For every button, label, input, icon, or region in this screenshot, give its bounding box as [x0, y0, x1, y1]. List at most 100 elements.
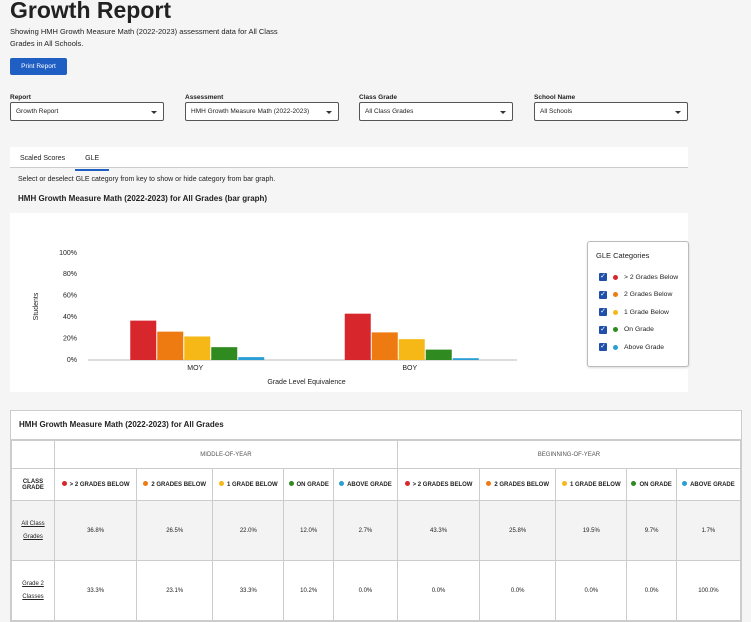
category-dot	[561, 481, 567, 486]
column-label: 1 GRADE BELOW	[227, 482, 278, 488]
bar	[371, 332, 398, 360]
column-header: ON GRADE	[283, 468, 334, 501]
dropdown[interactable]: Growth Report	[10, 102, 164, 121]
print-button[interactable]: Print Report	[10, 58, 67, 75]
table-cell	[11, 440, 55, 469]
legend-item[interactable]: ✓ > 2 Grades Below	[599, 273, 678, 281]
legend-label: 1 Grade Below	[624, 308, 669, 316]
column-label: ON GRADE	[639, 482, 672, 488]
bar	[130, 320, 157, 360]
y-tick-label: 60%	[63, 293, 77, 300]
table-row: Grade 2 Classes 33.3% 23.1% 33.3% 10.2% 0.0% 0…	[11, 560, 742, 621]
legend-swatch	[613, 274, 618, 280]
table-cell: 0.0%	[626, 560, 677, 621]
column-label: 2 GRADES BELOW	[151, 482, 207, 488]
bar	[344, 313, 371, 360]
row-label-cell: All Class Grades	[11, 500, 55, 561]
legend-item[interactable]: ✓ 2 Grades Below	[599, 290, 673, 299]
row-label-cell: Grade 2 Classes	[11, 560, 55, 621]
table-row: MIDDLE-OF-YEAR BEGINNING-OF-YEAR	[11, 440, 742, 469]
legend-swatch	[613, 344, 618, 350]
category-dot	[631, 481, 637, 486]
bar	[238, 357, 265, 360]
table-cell: 33.3%	[53, 560, 138, 621]
checkbox[interactable]: ✓	[599, 308, 607, 316]
legend-label: 2 Grades Below	[624, 291, 673, 298]
filter-label: Assessment	[185, 94, 224, 101]
tab-bar: Scaled Scores GLE	[10, 147, 688, 171]
row-label[interactable]: All Class Grades	[21, 520, 45, 540]
legend-label: On Grade	[624, 326, 654, 333]
table-cell: 0.0%	[396, 560, 481, 621]
legend-item[interactable]: ✓ On Grade	[599, 325, 654, 334]
checkbox[interactable]: ✓	[599, 325, 607, 334]
column-header: > 2 GRADES BELOW	[53, 468, 138, 501]
table-cell: 2.7%	[332, 500, 398, 561]
y-tick-label: 20%	[63, 335, 77, 342]
table-cell: 33.3%	[212, 560, 285, 621]
table-cell: 36.8%	[53, 500, 138, 561]
table-cell: 25.8%	[479, 500, 557, 561]
category-dot	[219, 481, 225, 486]
legend-title: GLE Categories	[596, 251, 650, 260]
y-axis-label: Students	[33, 292, 40, 320]
column-header: 2 GRADES BELOW	[479, 468, 557, 501]
bar	[398, 339, 425, 360]
legend-item[interactable]: ✓ Above Grade	[599, 343, 664, 351]
legend-swatch	[613, 327, 618, 332]
checkbox[interactable]: ✓	[599, 343, 607, 351]
row-header: CLASS GRADE	[11, 468, 55, 501]
filter-label: Class Grade	[359, 94, 397, 101]
table-cell: 10.2%	[283, 560, 334, 621]
table-cell: 26.5%	[136, 500, 214, 561]
y-tick-label: 80%	[63, 271, 77, 278]
checkbox[interactable]: ✓	[599, 273, 607, 281]
description: Showing HMH Growth Measure Math (2022-20…	[10, 27, 278, 48]
legend-label: Above Grade	[624, 343, 665, 351]
tab[interactable]: GLE	[75, 149, 110, 171]
table-row: CLASS GRADE > 2 GRADES BELOW 2 GRADES BELO…	[11, 468, 742, 501]
legend-swatch	[613, 292, 618, 297]
bar	[425, 349, 452, 360]
table-title: HMH Growth Measure Math (2022-2023) for …	[11, 411, 741, 440]
table-row: All Class Grades 36.8% 26.5% 22.0% 12.0% 2.7%…	[11, 500, 742, 561]
table-cell: 22.0%	[212, 500, 285, 561]
table-cell: 0.0%	[479, 560, 557, 621]
dropdown[interactable]: All Class Grades	[359, 102, 513, 121]
bar	[452, 358, 479, 360]
table-cell: 19.5%	[555, 500, 628, 561]
category-dot	[339, 481, 345, 486]
data-table: MIDDLE-OF-YEAR BEGINNING-OF-YEAR CLASS GRA…	[11, 440, 742, 621]
y-tick-label: 100%	[59, 250, 77, 257]
filter-label: Report	[10, 94, 31, 101]
legend-swatch	[613, 309, 618, 315]
row-label[interactable]: Grade 2 Classes	[22, 580, 44, 600]
table-panel: HMH Growth Measure Math (2022-2023) for …	[10, 410, 742, 622]
y-tick-label: 40%	[63, 314, 77, 321]
column-header: 1 GRADE BELOW	[555, 468, 628, 501]
tab[interactable]: Scaled Scores	[20, 155, 66, 162]
checkbox[interactable]: ✓	[599, 290, 607, 299]
table-cell: 12.0%	[283, 500, 334, 561]
category-dot	[404, 481, 410, 486]
dropdown[interactable]: HMH Growth Measure Math (2022-2023)	[185, 102, 339, 121]
bar	[211, 347, 238, 360]
x-tick-label: MOY	[187, 365, 203, 372]
dropdown[interactable]: All Schools	[534, 102, 688, 121]
bar	[184, 336, 211, 360]
table-cell: 9.7%	[626, 500, 677, 561]
column-label: > 2 GRADES BELOW	[69, 482, 130, 488]
column-header: 1 GRADE BELOW	[212, 468, 285, 501]
x-tick-label: BOY	[402, 365, 417, 372]
column-header: ON GRADE	[626, 468, 677, 501]
category-dot	[486, 481, 492, 486]
column-label: > 2 GRADES BELOW	[412, 482, 473, 488]
column-header: > 2 GRADES BELOW	[396, 468, 481, 501]
column-label: 1 GRADE BELOW	[569, 482, 621, 488]
table-cell: 1.7%	[675, 500, 742, 561]
column-header: ABOVE GRADE	[675, 468, 742, 501]
legend-label: > 2 Grades Below	[624, 273, 679, 281]
column-label: ABOVE GRADE	[690, 482, 735, 488]
column-header: ABOVE GRADE	[332, 468, 398, 501]
legend-item[interactable]: ✓ 1 Grade Below	[599, 308, 669, 316]
